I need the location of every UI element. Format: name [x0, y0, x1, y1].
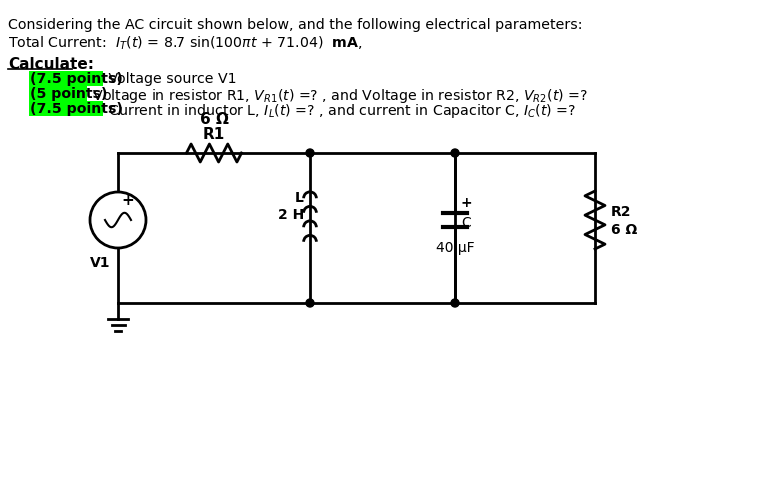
Text: Calculate:: Calculate: [8, 57, 94, 72]
Text: C: C [461, 216, 471, 230]
Text: 40 μF: 40 μF [436, 241, 475, 255]
Text: L: L [295, 191, 304, 205]
Text: Voltage in resistor R1, $V_{R1}(t)$ =? , and Voltage in resistor R2, $V_{R2}(t)$: Voltage in resistor R1, $V_{R1}(t)$ =? ,… [88, 87, 588, 105]
FancyBboxPatch shape [29, 86, 87, 101]
Text: +: + [121, 193, 134, 208]
Text: 6 Ω: 6 Ω [200, 112, 228, 127]
FancyBboxPatch shape [29, 101, 103, 116]
Text: Current in inductor L, $I_L(t)$ =? , and current in Capacitor C, $I_C(t)$ =?: Current in inductor L, $I_L(t)$ =? , and… [104, 102, 576, 120]
Circle shape [306, 299, 314, 307]
Text: 6 Ω: 6 Ω [611, 223, 637, 237]
Circle shape [90, 192, 146, 248]
Text: V1: V1 [90, 256, 111, 270]
Text: (5 points): (5 points) [30, 87, 108, 101]
Text: +: + [460, 196, 472, 210]
Text: 2 H: 2 H [278, 208, 304, 222]
Text: Total Current:  $I_T(t)$ = 8.7 sin(100$\pi t$ + 71.04)  $\bf{mA}$,: Total Current: $I_T(t)$ = 8.7 sin(100$\p… [8, 35, 362, 52]
Text: R1: R1 [203, 127, 225, 142]
FancyBboxPatch shape [29, 71, 103, 86]
Text: Considering the AC circuit shown below, and the following electrical parameters:: Considering the AC circuit shown below, … [8, 18, 582, 32]
Circle shape [306, 149, 314, 157]
Text: Voltage source V1: Voltage source V1 [104, 72, 237, 86]
Text: (7.5 points): (7.5 points) [30, 72, 123, 86]
Text: (7.5 points): (7.5 points) [30, 102, 123, 116]
Circle shape [451, 149, 459, 157]
Circle shape [451, 299, 459, 307]
Text: R2: R2 [611, 205, 632, 219]
